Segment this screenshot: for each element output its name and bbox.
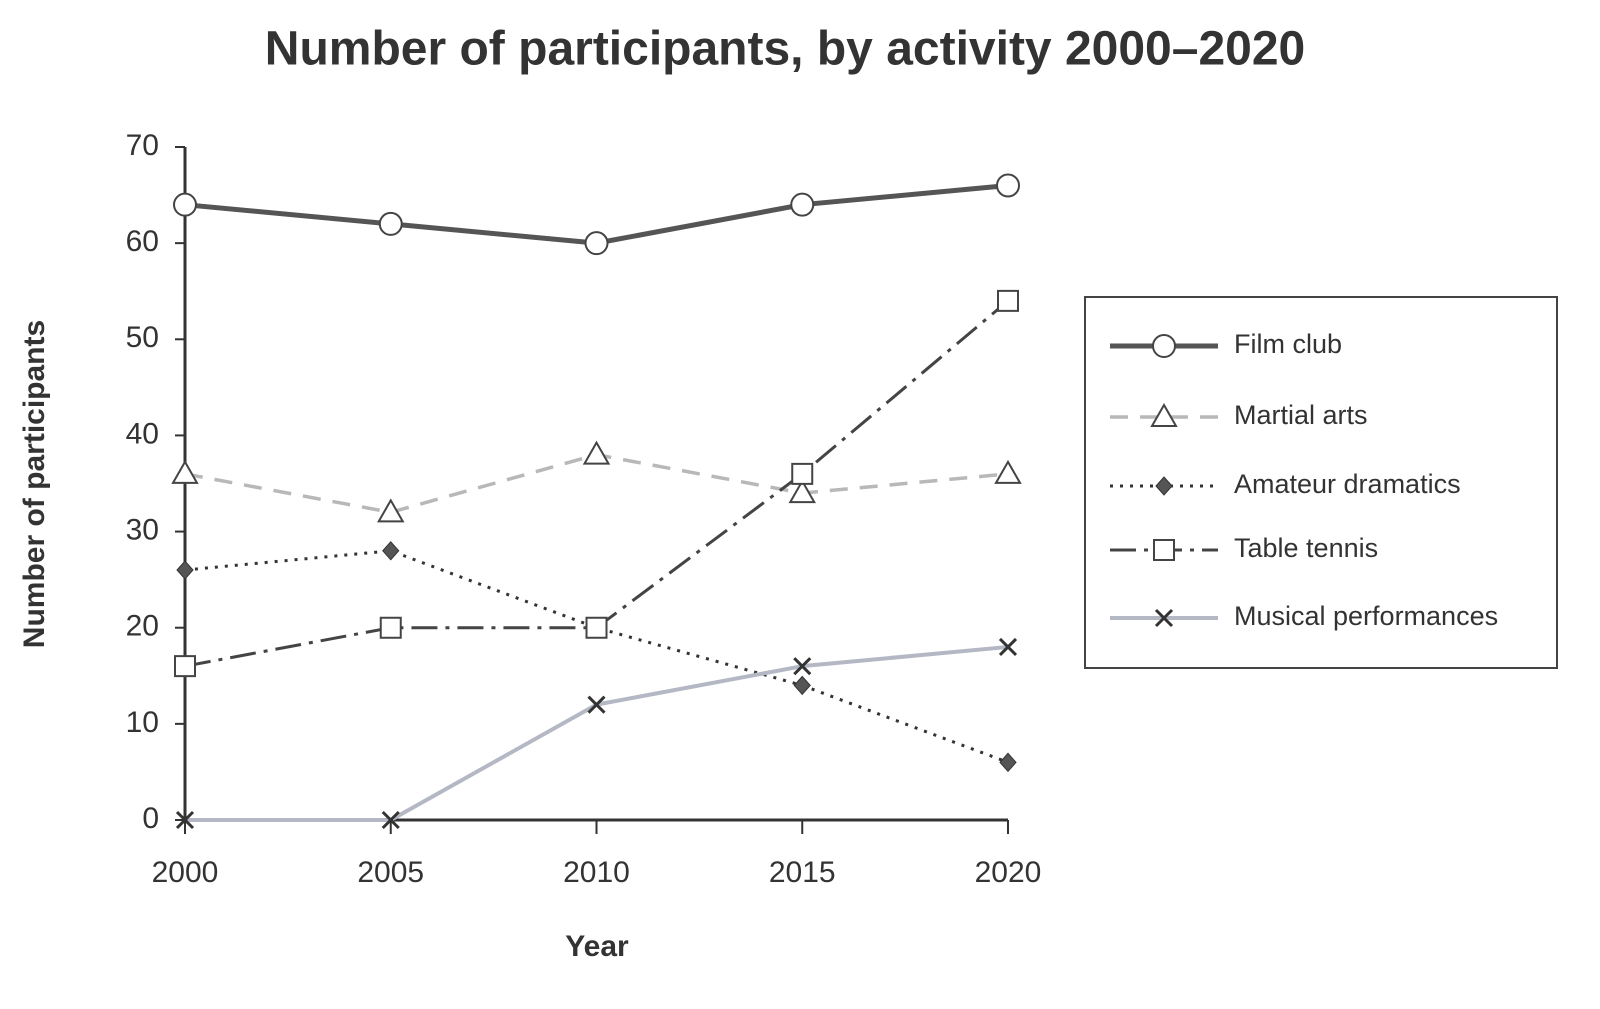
x-tick-label: 2010 — [563, 856, 630, 889]
y-tick-label: 40 — [126, 417, 159, 450]
legend-marker — [1153, 539, 1175, 561]
x-tick-label: 2020 — [975, 856, 1042, 889]
legend-marker — [1155, 476, 1173, 496]
data-point — [587, 695, 606, 714]
legend-marker — [1150, 402, 1178, 427]
data-point — [790, 192, 815, 217]
x-tick-label: 2005 — [357, 856, 424, 889]
x-tick-label: 2015 — [769, 856, 836, 889]
data-point — [793, 657, 812, 676]
legend-label: Film club — [1234, 329, 1342, 359]
legend-label: Martial arts — [1234, 400, 1368, 430]
legend-marker — [1154, 608, 1174, 628]
data-point — [997, 289, 1019, 312]
y-tick-label: 30 — [126, 513, 159, 546]
data-point — [998, 637, 1018, 657]
data-point — [172, 192, 198, 217]
data-point — [788, 479, 816, 504]
series-line — [184, 299, 1009, 668]
series-line — [185, 644, 1009, 822]
data-point — [378, 211, 403, 236]
y-tick-label: 60 — [126, 225, 159, 258]
y-tick-label: 10 — [126, 706, 159, 739]
data-point — [377, 498, 405, 523]
x-axis-label: Year — [565, 930, 629, 963]
data-point — [382, 541, 400, 561]
data-point — [171, 459, 199, 484]
y-tick-label: 50 — [126, 321, 159, 354]
legend-label: Musical performances — [1234, 601, 1498, 631]
legend-label: Table tennis — [1234, 533, 1378, 563]
data-point — [176, 560, 194, 580]
data-point — [793, 675, 811, 696]
data-point — [582, 440, 611, 465]
data-point — [584, 231, 609, 256]
y-tick-label: 20 — [126, 610, 159, 643]
y-tick-label: 0 — [142, 802, 159, 835]
data-point — [379, 616, 402, 639]
data-point — [994, 459, 1022, 484]
data-point — [995, 173, 1021, 198]
data-point — [585, 616, 608, 639]
data-point — [174, 655, 196, 678]
chart-title: Number of participants, by activity 2000… — [265, 23, 1305, 76]
data-point — [791, 462, 814, 485]
data-point — [381, 810, 400, 830]
legend-marker — [1151, 334, 1177, 358]
y-axis-label: Number of participants — [18, 320, 51, 648]
data-point — [175, 810, 195, 830]
data-point — [999, 752, 1017, 773]
x-tick-label: 2000 — [152, 856, 219, 889]
y-tick-label: 70 — [126, 129, 159, 162]
legend-label: Amateur dramatics — [1234, 469, 1461, 499]
